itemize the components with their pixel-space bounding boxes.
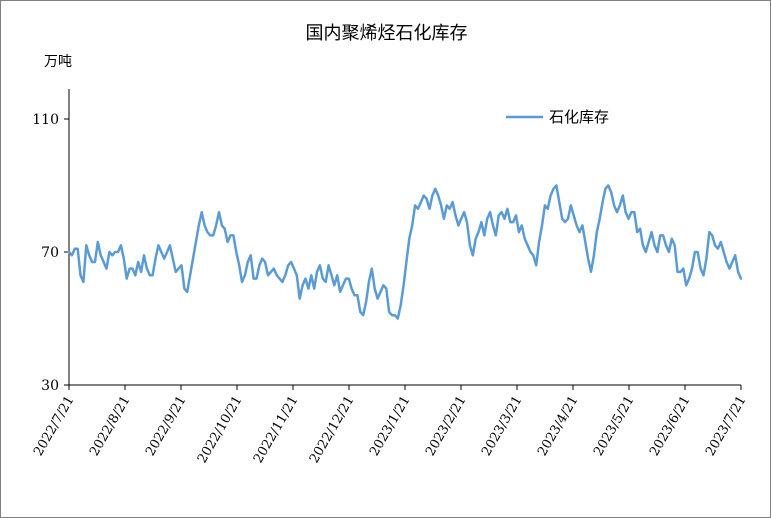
- x-tick-label: 2023/1/21: [367, 394, 413, 459]
- x-tick-label: 2023/7/21: [703, 394, 749, 459]
- x-tick-label: 2023/6/21: [647, 394, 693, 459]
- y-tick-label: 110: [32, 112, 59, 128]
- x-tick-label: 2023/3/21: [479, 394, 525, 459]
- y-tick-label: 30: [41, 378, 59, 394]
- x-tick-label: 2022/11/21: [251, 394, 301, 466]
- x-tick-label: 2022/9/21: [143, 394, 189, 459]
- x-tick-label: 2023/4/21: [535, 394, 581, 459]
- y-axis-unit-label: 万吨: [44, 54, 72, 70]
- y-tick-label: 70: [41, 245, 59, 261]
- legend-label: 石化库存: [549, 108, 609, 126]
- x-tick-label: 2022/12/21: [307, 394, 357, 466]
- chart-title: 国内聚烯烃石化库存: [305, 23, 468, 44]
- x-tick-label: 2022/10/21: [195, 394, 245, 466]
- series-line-0: [67, 184, 743, 320]
- x-tick-label: 2022/7/21: [31, 394, 77, 459]
- x-tick-label: 2023/5/21: [591, 394, 637, 459]
- x-tick-label: 2022/8/21: [87, 394, 133, 459]
- x-tick-label: 2023/2/21: [423, 394, 469, 459]
